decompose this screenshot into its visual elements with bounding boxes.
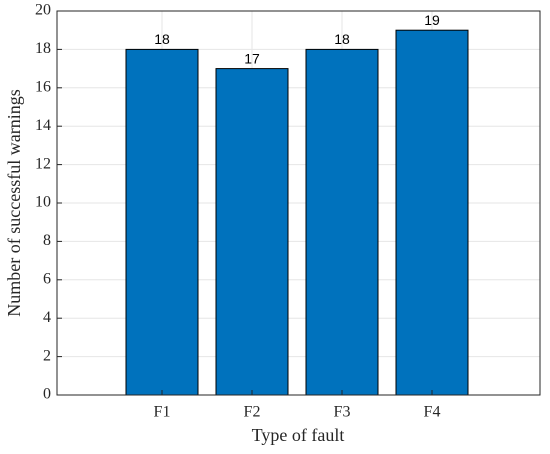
y-tick-label: 16 (35, 78, 51, 95)
x-tick-label: F4 (424, 404, 441, 421)
y-tick-label: 2 (43, 347, 51, 364)
bar (305, 48, 379, 396)
bar (215, 68, 289, 396)
y-tick-label: 18 (35, 40, 51, 57)
y-tick-label: 14 (35, 117, 51, 134)
x-axis-label: Type of fault (252, 425, 345, 445)
bar (395, 29, 469, 396)
bar (125, 48, 199, 396)
marks (125, 29, 469, 396)
data-label: 19 (424, 12, 440, 28)
y-tick-label: 20 (35, 2, 51, 19)
data-label: 18 (334, 31, 350, 47)
y-tick-label: 0 (43, 386, 51, 403)
x-tick-label: F2 (244, 404, 261, 421)
y-tick-label: 10 (35, 194, 51, 211)
y-tick-label: 6 (43, 270, 51, 287)
data-label: 18 (154, 31, 170, 47)
y-tick-label: 8 (43, 232, 51, 249)
y-tick-label: 12 (35, 155, 51, 172)
y-axis-label: Number of successful warnings (4, 89, 24, 316)
x-tick-label: F1 (154, 404, 171, 421)
x-tick-label: F3 (334, 404, 351, 421)
y-tick-label: 4 (43, 309, 51, 326)
data-label: 17 (244, 50, 260, 66)
